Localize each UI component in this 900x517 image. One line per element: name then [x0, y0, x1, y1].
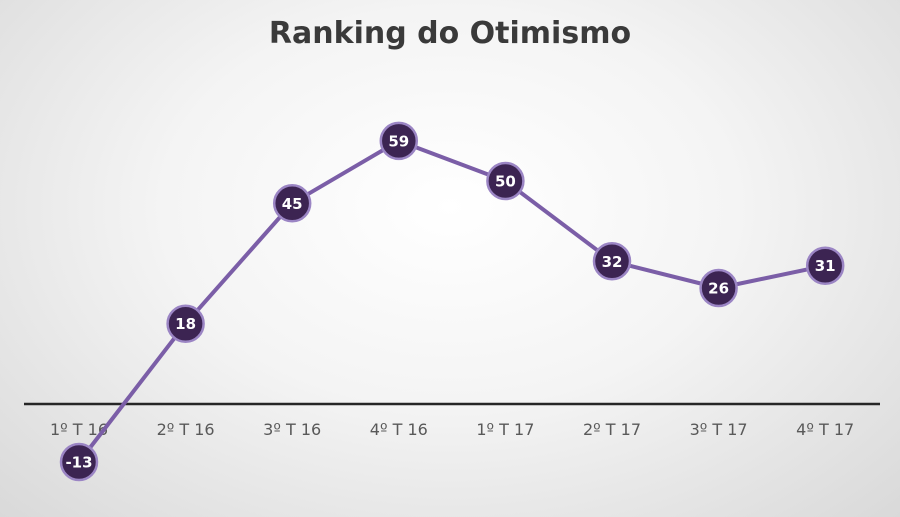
- data-point: [272, 184, 312, 223]
- x-tick-label: 2º T 17: [583, 420, 641, 439]
- x-tick-label: 1º T 17: [476, 420, 534, 439]
- x-tick-label: 2º T 16: [157, 420, 215, 439]
- data-point: [805, 246, 845, 285]
- data-label: -13: [65, 453, 92, 471]
- data-point: [59, 442, 99, 482]
- data-point: [592, 242, 632, 281]
- data-point: [486, 161, 525, 201]
- data-label: 32: [602, 253, 623, 271]
- x-tick-label: 3º T 17: [690, 420, 748, 439]
- x-tick-label: 3º T 16: [263, 420, 321, 439]
- x-tick-label: 4º T 16: [370, 420, 428, 439]
- data-point: [166, 304, 205, 343]
- data-point: [699, 268, 738, 308]
- x-tick-label: 4º T 17: [796, 420, 854, 439]
- data-label: 45: [282, 195, 303, 213]
- data-label: 26: [708, 280, 729, 298]
- chart-title: Ranking do Otimismo: [268, 16, 632, 51]
- data-label: 31: [815, 257, 836, 275]
- data-point: [379, 121, 419, 161]
- data-label: 59: [388, 132, 409, 150]
- x-tick-label: 1º T 16: [50, 420, 108, 439]
- data-label: 18: [175, 315, 196, 333]
- data-label: 50: [495, 173, 516, 191]
